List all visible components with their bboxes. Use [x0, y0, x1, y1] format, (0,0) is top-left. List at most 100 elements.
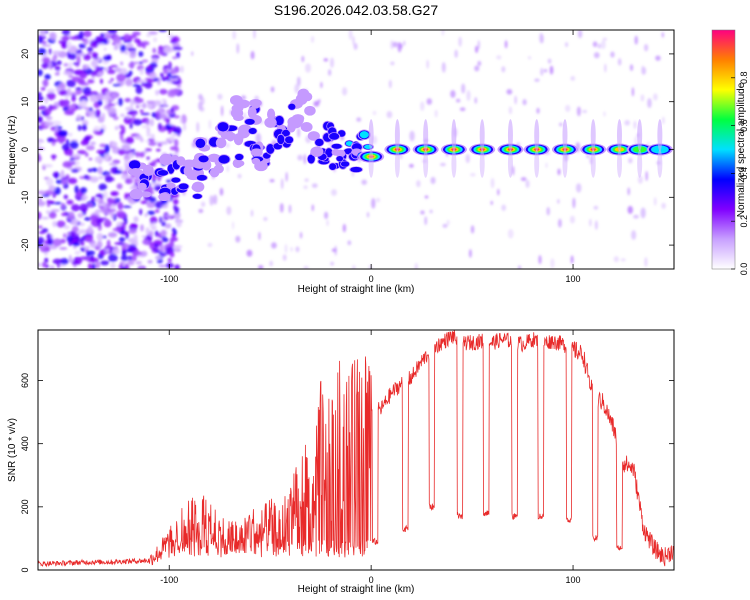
spectrogram-cell	[51, 120, 62, 126]
spectrogram-cell	[304, 178, 309, 182]
spectrogram-cell	[237, 128, 247, 139]
spectrogram-cell	[451, 149, 457, 178]
spectrogram-cell	[627, 205, 633, 214]
spectrogram-cell	[577, 30, 583, 39]
spectrogram-cell	[128, 160, 141, 170]
spectrogram-cell	[423, 149, 429, 178]
spectrogram-cell	[95, 65, 99, 74]
spectrogram-cell	[282, 254, 287, 261]
spectrogram-cell	[99, 78, 104, 85]
spectrogram-cell	[558, 218, 562, 228]
y-tick-label: 0	[20, 567, 30, 572]
spectrogram-cell	[106, 209, 117, 212]
spectrogram-cell	[54, 66, 61, 71]
spectrogram-cell	[61, 143, 70, 151]
spectrogram-cell	[141, 191, 152, 198]
spectrogram-y-ticks: 20 10 0 -10 -20	[20, 49, 674, 252]
spectrogram-cell	[47, 237, 54, 246]
spectrogram-cell	[168, 75, 178, 79]
spectrogram-cell	[138, 151, 145, 158]
spectrogram-cell	[112, 227, 122, 232]
spectrogram-cell	[134, 178, 138, 184]
spectrogram-cell	[82, 87, 92, 95]
spectrogram-cell	[87, 225, 93, 234]
spectrogram-cell	[157, 107, 164, 115]
snr-y-ticks: 0 200 400 600	[20, 373, 674, 573]
spectrogram-cell	[66, 79, 76, 88]
spectrogram-cell	[593, 52, 600, 59]
spectrogram-cell	[105, 218, 110, 225]
spectrogram-cell	[540, 67, 544, 76]
spectrogram-cell	[151, 160, 157, 165]
spectrogram-cell	[474, 97, 478, 104]
spectrogram-cell	[301, 55, 305, 63]
spectrogram-cell	[103, 104, 111, 110]
spectrogram-cell	[38, 200, 46, 207]
spectrogram-cell	[106, 197, 113, 203]
spectrogram-cell	[81, 197, 87, 201]
spectrogram-cell	[348, 30, 353, 40]
spectrogram-cell	[175, 51, 181, 59]
spectrogram-cell	[518, 265, 522, 269]
spectrogram-cell	[562, 149, 568, 178]
spectrogram-cell	[118, 81, 124, 86]
spectrogram-cell	[507, 119, 513, 152]
spectrogram-cell	[613, 256, 619, 263]
spectrogram-cell	[527, 56, 532, 60]
spectrogram-cell	[133, 250, 143, 256]
spectrogram-cell	[112, 83, 121, 87]
spectrogram-cell	[110, 262, 116, 269]
spectrogram-cell	[334, 245, 337, 256]
spectrogram-cell	[159, 153, 173, 166]
spectrogram-cell	[213, 194, 218, 205]
spectrogram-cell	[634, 35, 638, 45]
spectrogram-cell	[217, 122, 229, 132]
spectrogram-cell	[123, 116, 132, 125]
spectrogram-cell	[116, 73, 126, 82]
spectrogram-cell	[130, 99, 134, 108]
spectrogram-cell	[87, 108, 96, 117]
spectrogram-cell	[52, 154, 56, 161]
spectrogram-cell	[61, 30, 71, 36]
spectrogram-cell	[171, 80, 181, 85]
spectrogram-cell	[390, 40, 394, 50]
spectrogram-cell	[178, 183, 189, 190]
spectrogram-cell	[416, 180, 421, 188]
spectrogram-cell	[136, 105, 140, 109]
spectrogram-cell	[71, 154, 82, 158]
spectrogram-cell	[38, 116, 43, 124]
spectrogram-cell	[79, 71, 87, 79]
colorbar-label: Normalized spectral amplitude	[736, 82, 747, 217]
spectrogram-cell	[570, 255, 574, 264]
spectrogram-cell	[75, 87, 83, 90]
spectrogram-cell	[271, 242, 277, 249]
spectrogram-cell	[69, 36, 80, 40]
spectrogram-cell	[247, 106, 257, 119]
spectrogram-cell	[68, 254, 72, 263]
spectrogram-cell	[200, 201, 206, 207]
spectrogram-cell	[84, 234, 94, 243]
spectrogram-cell	[477, 60, 482, 67]
spectrogram-cell	[66, 88, 72, 97]
spectrogram-cell	[490, 200, 493, 205]
spectrogram-cell	[169, 196, 173, 202]
spectrogram-cell	[142, 164, 154, 176]
spectrogram-cell	[479, 119, 485, 152]
spectrogram-cell	[61, 212, 67, 217]
spectrogram-cell	[139, 68, 144, 76]
spectrogram-cell	[576, 106, 581, 117]
spectrogram-cell	[430, 176, 436, 185]
spectrogram-cell	[66, 199, 74, 205]
spectrogram-cell	[172, 126, 182, 135]
spectrogram-cell	[100, 260, 110, 266]
spectrogram-cell	[414, 262, 418, 269]
spectrogram-cell	[311, 183, 318, 188]
snr-frame	[37, 329, 675, 571]
spectrogram-cell	[139, 208, 143, 216]
spectrogram-cell	[403, 40, 406, 46]
spectrogram-cell	[215, 137, 227, 149]
spectrogram-cell	[303, 153, 307, 165]
spectrogram-cell	[171, 177, 181, 183]
y-tick-label: 0	[20, 147, 30, 152]
spectrogram-cell	[159, 88, 168, 95]
